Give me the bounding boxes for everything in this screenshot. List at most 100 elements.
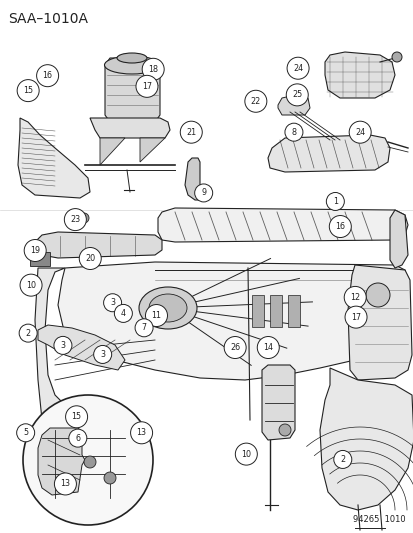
Text: 5: 5	[23, 429, 28, 437]
Circle shape	[23, 395, 153, 525]
Circle shape	[328, 215, 351, 238]
Text: 17: 17	[350, 313, 360, 321]
Circle shape	[36, 64, 59, 87]
Polygon shape	[267, 135, 389, 172]
Text: 3: 3	[110, 298, 115, 307]
Text: 10: 10	[241, 450, 251, 458]
Polygon shape	[90, 118, 170, 138]
Circle shape	[223, 336, 246, 359]
Text: 15: 15	[23, 86, 33, 95]
Circle shape	[278, 424, 290, 436]
Circle shape	[348, 121, 370, 143]
Circle shape	[235, 443, 257, 465]
Polygon shape	[35, 268, 85, 435]
Circle shape	[65, 406, 88, 428]
Ellipse shape	[117, 53, 147, 63]
Text: 13: 13	[60, 480, 70, 488]
Text: 11: 11	[151, 311, 161, 320]
Polygon shape	[38, 325, 125, 370]
Circle shape	[344, 306, 366, 328]
Circle shape	[286, 57, 309, 79]
Polygon shape	[158, 208, 407, 242]
Text: 20: 20	[85, 254, 95, 263]
Polygon shape	[261, 365, 294, 440]
Circle shape	[79, 247, 101, 270]
Text: 3: 3	[60, 341, 65, 350]
Text: 16: 16	[43, 71, 52, 80]
Bar	[269, 295, 281, 327]
Text: 24: 24	[354, 128, 364, 136]
Text: 94265  1010: 94265 1010	[353, 515, 405, 524]
Polygon shape	[185, 158, 204, 200]
Polygon shape	[18, 118, 90, 198]
Text: 13: 13	[136, 429, 146, 437]
Polygon shape	[100, 138, 125, 165]
Polygon shape	[105, 58, 159, 122]
Text: 18: 18	[148, 65, 158, 74]
Circle shape	[180, 121, 202, 143]
Text: 2: 2	[339, 455, 344, 464]
Circle shape	[244, 90, 266, 112]
Bar	[30, 252, 50, 266]
Circle shape	[17, 79, 39, 102]
Text: 24: 24	[292, 64, 302, 72]
Text: 12: 12	[349, 293, 359, 302]
Text: 9: 9	[201, 189, 206, 197]
Ellipse shape	[149, 294, 187, 322]
Circle shape	[54, 473, 76, 495]
Polygon shape	[324, 52, 394, 98]
Circle shape	[284, 123, 302, 141]
Polygon shape	[35, 232, 161, 258]
Text: 1: 1	[332, 197, 337, 206]
Text: 4: 4	[121, 309, 126, 318]
Text: 7: 7	[141, 324, 146, 332]
Text: 23: 23	[70, 215, 80, 224]
Circle shape	[135, 75, 158, 98]
Text: 17: 17	[142, 82, 152, 91]
Circle shape	[194, 184, 212, 202]
Text: SAA–1010A: SAA–1010A	[8, 12, 88, 26]
Circle shape	[285, 84, 308, 106]
Circle shape	[79, 213, 89, 223]
Text: 16: 16	[335, 222, 344, 231]
Circle shape	[24, 239, 46, 262]
Text: 22: 22	[250, 97, 260, 106]
Circle shape	[17, 424, 35, 442]
Circle shape	[135, 319, 153, 337]
Circle shape	[64, 208, 86, 231]
Circle shape	[365, 283, 389, 307]
Polygon shape	[389, 210, 407, 268]
Circle shape	[93, 345, 112, 364]
Circle shape	[325, 192, 344, 211]
Text: 25: 25	[292, 91, 301, 99]
Circle shape	[130, 422, 152, 444]
Text: 26: 26	[230, 343, 240, 352]
Circle shape	[391, 52, 401, 62]
Circle shape	[54, 336, 72, 354]
Text: 3: 3	[100, 350, 105, 359]
Circle shape	[333, 450, 351, 469]
Text: 2: 2	[26, 329, 31, 337]
Polygon shape	[319, 368, 413, 510]
Circle shape	[104, 472, 116, 484]
Bar	[287, 295, 299, 327]
Circle shape	[19, 324, 37, 342]
Ellipse shape	[104, 56, 159, 74]
Polygon shape	[38, 428, 85, 495]
Bar	[252, 295, 263, 327]
Circle shape	[256, 336, 279, 359]
Polygon shape	[58, 262, 407, 380]
Circle shape	[20, 274, 42, 296]
Polygon shape	[347, 265, 411, 380]
Text: 21: 21	[186, 128, 196, 136]
Circle shape	[343, 286, 366, 309]
Ellipse shape	[139, 287, 197, 329]
Text: 10: 10	[26, 281, 36, 289]
Text: 8: 8	[291, 128, 296, 136]
Circle shape	[114, 304, 132, 322]
Text: 14: 14	[263, 343, 273, 352]
Circle shape	[103, 294, 121, 312]
Text: 6: 6	[75, 434, 80, 442]
Circle shape	[84, 456, 96, 468]
Text: 19: 19	[30, 246, 40, 255]
